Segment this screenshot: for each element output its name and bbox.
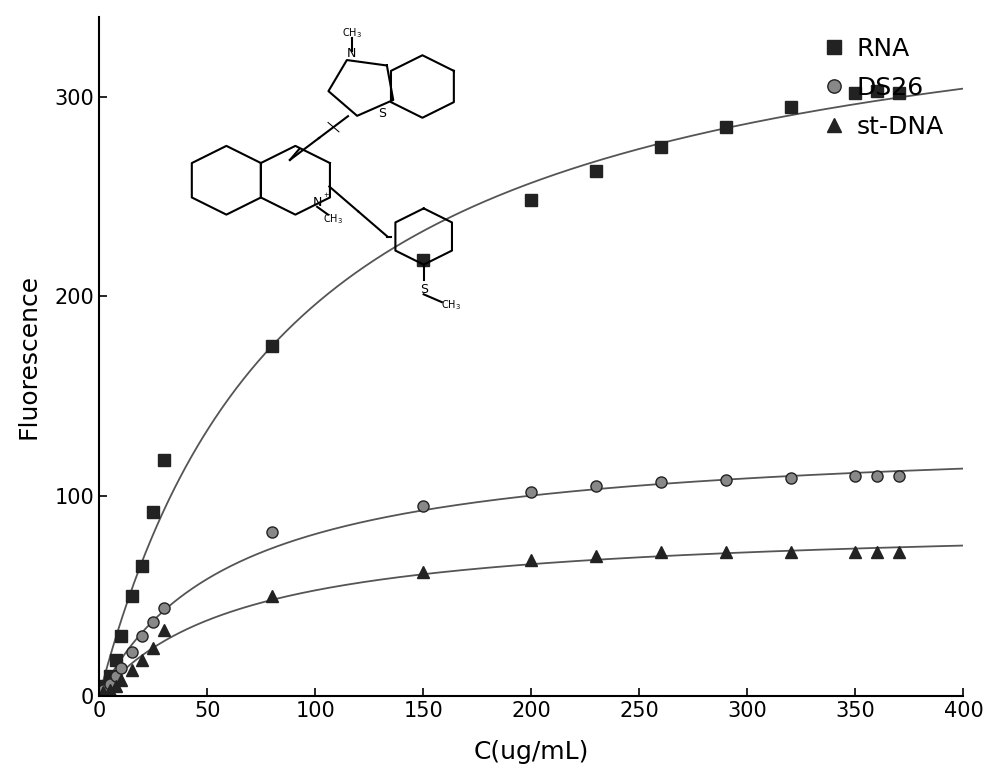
st-DNA — [590, 551, 602, 561]
DS26 — [126, 647, 138, 657]
DS26 — [720, 476, 732, 485]
st-DNA — [147, 644, 159, 653]
RNA — [147, 508, 159, 517]
st-DNA — [655, 547, 667, 557]
RNA — [115, 631, 127, 640]
DS26 — [158, 604, 170, 613]
RNA — [655, 142, 667, 152]
X-axis label: C(ug/mL): C(ug/mL) — [474, 740, 589, 765]
DS26 — [136, 631, 148, 640]
st-DNA — [266, 591, 278, 601]
Line: st-DNA: st-DNA — [98, 547, 904, 697]
Line: DS26: DS26 — [98, 471, 904, 696]
RNA — [849, 88, 861, 98]
DS26 — [97, 686, 109, 695]
st-DNA — [525, 555, 537, 565]
Line: RNA: RNA — [98, 85, 904, 692]
st-DNA — [126, 665, 138, 675]
st-DNA — [871, 547, 883, 557]
RNA — [893, 88, 905, 98]
DS26 — [590, 482, 602, 491]
RNA — [871, 86, 883, 95]
RNA — [785, 102, 797, 111]
RNA — [136, 562, 148, 571]
st-DNA — [136, 655, 148, 665]
DS26 — [785, 473, 797, 483]
RNA — [525, 196, 537, 205]
st-DNA — [417, 568, 429, 577]
DS26 — [655, 477, 667, 487]
RNA — [417, 255, 429, 265]
DS26 — [104, 679, 116, 689]
DS26 — [871, 472, 883, 481]
DS26 — [266, 527, 278, 537]
st-DNA — [893, 547, 905, 557]
DS26 — [147, 618, 159, 627]
st-DNA — [104, 686, 116, 695]
Legend: RNA, DS26, st-DNA: RNA, DS26, st-DNA — [816, 29, 951, 146]
st-DNA — [785, 547, 797, 557]
RNA — [110, 655, 122, 665]
DS26 — [525, 487, 537, 497]
st-DNA — [115, 676, 127, 685]
DS26 — [849, 472, 861, 481]
RNA — [158, 455, 170, 465]
st-DNA — [849, 547, 861, 557]
st-DNA — [158, 626, 170, 635]
RNA — [104, 672, 116, 681]
RNA — [266, 341, 278, 351]
st-DNA — [97, 687, 109, 697]
DS26 — [115, 663, 127, 672]
RNA — [126, 591, 138, 601]
DS26 — [110, 672, 122, 681]
st-DNA — [110, 681, 122, 690]
st-DNA — [720, 547, 732, 557]
DS26 — [893, 472, 905, 481]
RNA — [590, 166, 602, 175]
Y-axis label: Fluorescence: Fluorescence — [17, 274, 41, 439]
RNA — [97, 681, 109, 690]
DS26 — [417, 501, 429, 511]
RNA — [720, 122, 732, 131]
